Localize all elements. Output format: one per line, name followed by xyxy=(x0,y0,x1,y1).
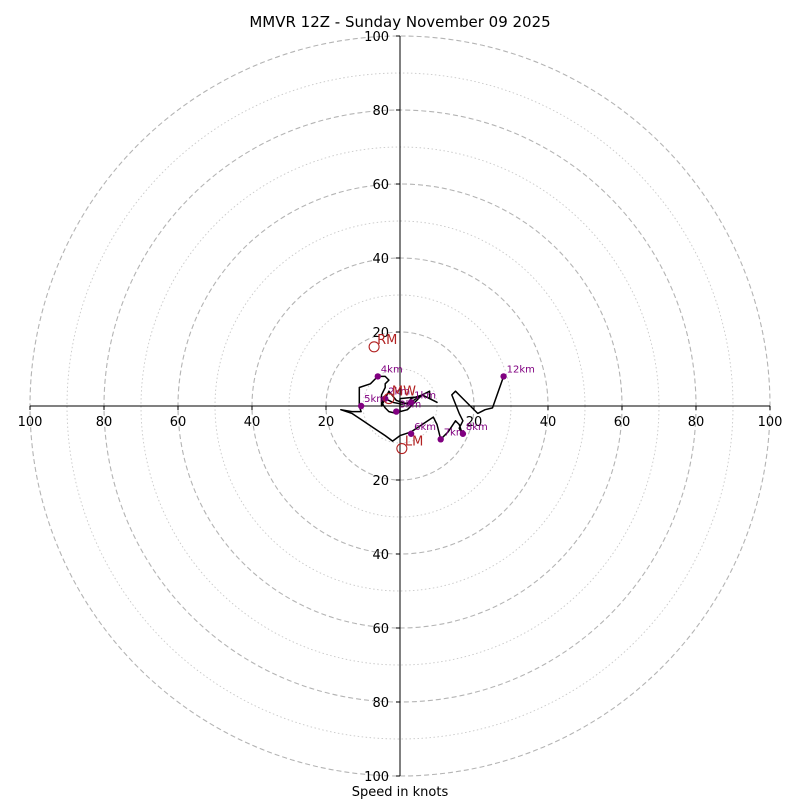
y-tick-label: 60 xyxy=(372,178,389,193)
height-label-1km: 1km xyxy=(414,390,436,401)
storm-motion-label-mw: MW xyxy=(392,385,416,400)
height-marker-12km xyxy=(500,373,507,380)
storm-motion-markers: RM LM MW xyxy=(368,333,423,455)
storm-motion-label-rm: RM xyxy=(377,333,397,348)
y-tick-label: 40 xyxy=(372,252,389,267)
x-tick-label: 20 xyxy=(466,415,483,430)
y-tick-label: 100 xyxy=(364,770,389,785)
storm-motion-marker-rm xyxy=(368,341,380,353)
height-label-4km: 4km xyxy=(381,364,403,375)
x-tick-label: 40 xyxy=(540,415,557,430)
height-label-8km: 8km xyxy=(466,422,488,433)
y-tick-label: 80 xyxy=(372,104,389,119)
x-tick-label: 60 xyxy=(170,415,187,430)
x-tick-label: 100 xyxy=(18,415,43,430)
y-tick-label: 100 xyxy=(364,30,389,45)
chart-title: MMVR 12Z - Sunday November 09 2025 xyxy=(249,13,550,31)
y-tick-label: 80 xyxy=(372,696,389,711)
height-label-5km: 5km xyxy=(364,394,386,405)
height-marker-7km xyxy=(437,436,444,443)
x-tick-label: 100 xyxy=(758,415,783,430)
height-label-12km: 12km xyxy=(507,364,535,375)
storm-motion-marker-mw xyxy=(383,393,395,405)
height-marker-4km xyxy=(374,373,381,380)
x-axis-label: Speed in knots xyxy=(352,785,449,800)
tick-labels: 100 80 60 40 20 20 40 60 80 100 100 80 60 40 20 20 40 60 8… xyxy=(18,30,783,785)
y-tick-label: 20 xyxy=(372,474,389,489)
x-tick-label: 20 xyxy=(318,415,335,430)
y-tick-label: 60 xyxy=(372,622,389,637)
height-marker-5km xyxy=(357,402,365,410)
y-tick-label: 20 xyxy=(372,326,389,341)
height-label-6km: 6km xyxy=(414,422,436,433)
storm-motion-label-lm: LM xyxy=(405,435,423,450)
x-tick-label: 80 xyxy=(96,415,113,430)
height-label-7km: 7km xyxy=(444,427,466,438)
y-tick-label: 40 xyxy=(372,548,389,563)
height-marker-3km xyxy=(393,408,400,415)
x-tick-label: 60 xyxy=(614,415,631,430)
x-tick-label: 40 xyxy=(244,415,261,430)
storm-motion-marker-lm xyxy=(396,442,408,455)
height-marker-6km xyxy=(407,430,415,437)
x-tick-label: 80 xyxy=(688,415,705,430)
height-marker-8km xyxy=(459,430,467,437)
height-marker-1km xyxy=(407,399,415,406)
height-label-2km: 2km xyxy=(388,387,410,398)
height-label-3km: 3km xyxy=(399,400,421,411)
